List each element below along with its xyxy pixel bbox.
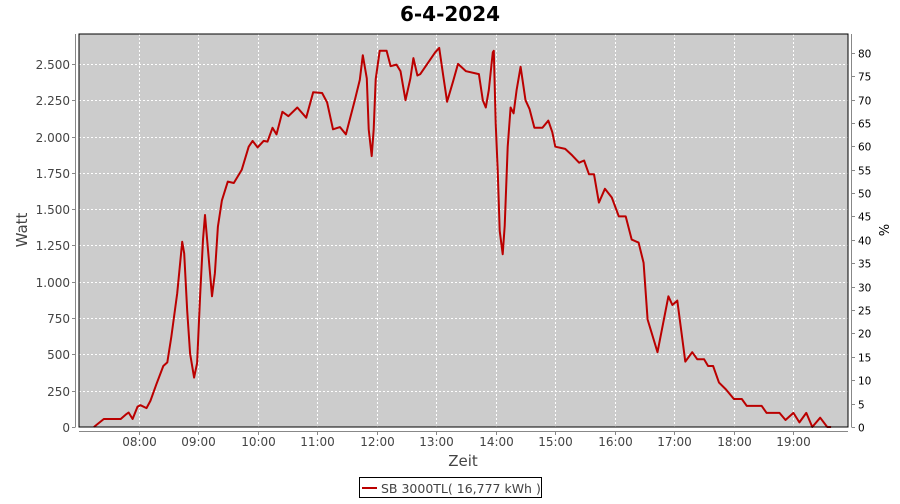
y2-tick-label: 30 — [858, 283, 871, 295]
y2-tick-label: 5 — [858, 400, 865, 412]
x-tick-label: 16:00 — [598, 435, 633, 449]
y-axis-label: Watt — [13, 212, 31, 247]
x-tick-label: 17:00 — [657, 435, 692, 449]
x-axis-label: Zeit — [448, 452, 478, 470]
plot-border — [78, 33, 849, 428]
y2-tick-label: 50 — [858, 189, 871, 201]
x-tick-label: 14:00 — [479, 435, 514, 449]
y-tick-label: 2.000 — [36, 131, 70, 145]
x-axis-ticks: 08:00 09:00 10:00 11:00 12:00 13:00 14:00 15:00… — [122, 431, 811, 449]
y2-tick-label: 10 — [858, 376, 871, 388]
y2-tick-label: 65 — [858, 119, 871, 131]
y-tick-label: 2.500 — [36, 58, 70, 72]
x-tick-label: 19:00 — [776, 435, 811, 449]
x-tick-label: 18:00 — [717, 435, 752, 449]
y2-tick-label: 75 — [858, 72, 871, 84]
y2-tick-label: 20 — [858, 329, 871, 341]
x-tick-label: 11:00 — [300, 435, 335, 449]
x-tick-label: 10:00 — [241, 435, 276, 449]
y2-axis-ticks: 0 5 10 15 20 25 30 35 40 45 50 55 60 65 70 75 80 — [851, 49, 871, 435]
x-tick-label: 08:00 — [122, 435, 157, 449]
x-tick-label: 12:00 — [360, 435, 395, 449]
y-axis-ticks: 0 250 500 750 1.000 1.250 1.500 1.750 2.000 2.250… — [36, 58, 76, 435]
y-tick-label: 1.250 — [36, 239, 70, 253]
y2-tick-label: 35 — [858, 259, 871, 271]
y2-tick-label: 45 — [858, 212, 871, 224]
y2-axis-label: % — [875, 224, 890, 236]
y-tick-label: 1.000 — [36, 276, 70, 290]
legend: SB 3000TL( 16,777 kWh ) — [359, 477, 542, 498]
legend-box — [359, 477, 542, 498]
x-tick-label: 15:00 — [538, 435, 573, 449]
y2-tick-label: 55 — [858, 166, 871, 178]
y-tick-label: 1.750 — [36, 167, 70, 181]
y2-tick-label: 80 — [858, 49, 871, 61]
y2-tick-label: 25 — [858, 306, 871, 318]
series-lines — [93, 46, 832, 428]
y-tick-label: 1.500 — [36, 203, 70, 217]
plot-area — [79, 34, 848, 427]
series-line-0 — [93, 46, 832, 428]
chart-title: 6-4-2024 — [400, 2, 500, 26]
y-tick-label: 750 — [47, 312, 70, 326]
y-tick-label: 500 — [47, 348, 70, 362]
y2-tick-label: 60 — [858, 142, 871, 154]
y2-tick-label: 70 — [858, 96, 871, 108]
legend-label: SB 3000TL( 16,777 kWh ) — [381, 481, 541, 496]
y-tick-label: 250 — [47, 385, 70, 399]
y-tick-label: 2.250 — [36, 94, 70, 108]
y-tick-label: 0 — [62, 421, 70, 435]
y2-tick-label: 15 — [858, 353, 871, 365]
x-tick-label: 09:00 — [181, 435, 216, 449]
grid — [79, 34, 848, 427]
y2-tick-label: 40 — [858, 236, 871, 248]
y2-tick-label: 0 — [858, 423, 865, 435]
x-tick-label: 13:00 — [419, 435, 454, 449]
